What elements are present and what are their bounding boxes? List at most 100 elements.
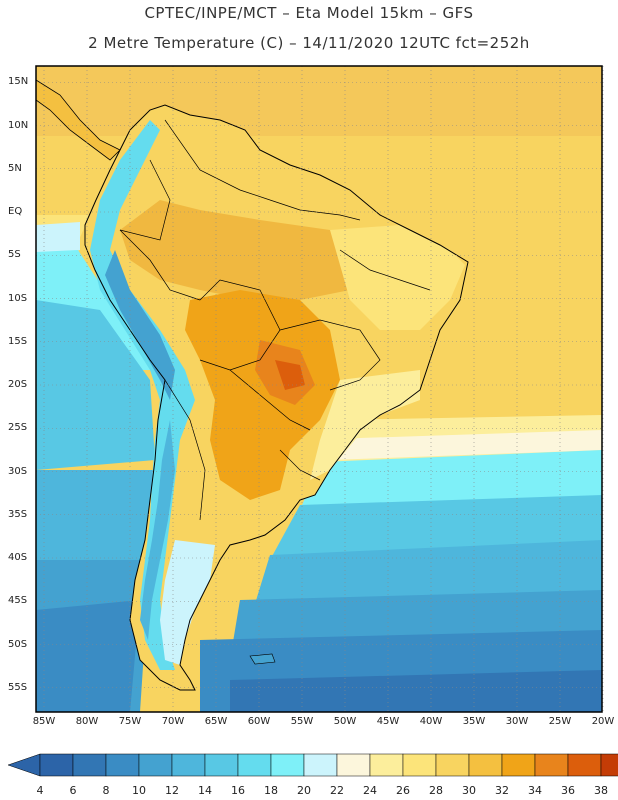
- lon-tick-label: 30W: [505, 716, 529, 727]
- colorbar-swatch: [534, 753, 569, 777]
- lon-tick-label: 70W: [161, 716, 185, 727]
- central-hot-region: [185, 290, 340, 500]
- patagonia: [160, 540, 215, 665]
- colorbar-label: 16: [231, 784, 245, 797]
- lon-tick-label: 65W: [204, 716, 228, 727]
- southern-andes-core: [140, 420, 175, 640]
- southeast-coast: [310, 370, 420, 480]
- lon-tick-label: 75W: [118, 716, 142, 727]
- lat-tick-label: 25S: [8, 422, 28, 434]
- colorbar-swatch: [270, 753, 305, 777]
- lat-tick-label: 15S: [8, 335, 28, 347]
- border-uruguay: [279, 449, 321, 481]
- colorbar-swatch: [468, 753, 503, 777]
- colorbar-swatch: [171, 753, 206, 777]
- colorbar-label: 20: [297, 784, 311, 797]
- pacific-band-12: [36, 470, 155, 560]
- pacific-band-14: [36, 300, 155, 470]
- pacific-band-20: [36, 222, 80, 258]
- colorbar-swatch: [39, 753, 74, 777]
- colorbar-label: 30: [462, 784, 476, 797]
- colorbar-swatch: [237, 753, 272, 777]
- amazon-region: [120, 200, 360, 300]
- atlantic-band-6: [230, 670, 602, 712]
- map-plot-area: [36, 66, 602, 712]
- colorbar-low-arrow: [7, 753, 41, 777]
- lon-tick-label: 50W: [333, 716, 357, 727]
- coastline: [84, 104, 469, 691]
- lat-tick-label: 30S: [8, 465, 28, 477]
- lon-tick-label: 85W: [32, 716, 56, 727]
- colorbar-swatch: [72, 753, 107, 777]
- lon-tick-label: 45W: [376, 716, 400, 727]
- lon-tick-label: 35W: [462, 716, 486, 727]
- lon-tick-label: 25W: [548, 716, 572, 727]
- central-america: [36, 79, 121, 161]
- colorbar-label: 28: [429, 784, 443, 797]
- temperature-map: [35, 65, 604, 713]
- country-borders: [119, 119, 431, 521]
- colorbar-label: 18: [264, 784, 278, 797]
- colorbar-label: 36: [561, 784, 575, 797]
- lat-tick-label: 45S: [8, 595, 28, 607]
- colorbar-swatch: [336, 753, 371, 777]
- colorbar-label: 14: [198, 784, 212, 797]
- colorbar-label: 26: [396, 784, 410, 797]
- lat-tick-label: 5S: [8, 249, 21, 261]
- lon-tick-label: 60W: [247, 716, 271, 727]
- title-line-2: 2 Metre Temperature (C) – 14/11/2020 12U…: [88, 34, 530, 52]
- lat-tick-label: 10N: [8, 119, 29, 131]
- pacific-band-8: [36, 600, 140, 712]
- lat-tick-label: EQ: [8, 206, 23, 217]
- lon-tick-label: 55W: [290, 716, 314, 727]
- border-peru: [119, 229, 201, 301]
- lat-tick-label: 35S: [8, 508, 28, 520]
- lat-tick-label: 10S: [8, 292, 28, 304]
- colorbar-label: 8: [102, 784, 110, 797]
- map-frame: [35, 65, 603, 713]
- colorbar-swatch: [138, 753, 173, 777]
- colorbar-swatch: [105, 753, 140, 777]
- lat-tick-label: 40S: [8, 552, 28, 563]
- colorbar-label: 12: [165, 784, 179, 797]
- colorbar-label: 6: [69, 784, 77, 797]
- border-venezuela: [164, 119, 271, 201]
- border-guianas: [269, 199, 361, 221]
- atlantic-band-22: [300, 430, 602, 460]
- colorbar-label: 10: [132, 784, 146, 797]
- border-brazil-states: [279, 319, 381, 391]
- lat-tick-label: 15N: [8, 76, 29, 88]
- northeast-brazil: [330, 225, 465, 330]
- andes-cold-core: [105, 250, 175, 400]
- colorbar-label: 22: [330, 784, 344, 797]
- colorbar: [7, 753, 618, 777]
- colorbar-swatch: [204, 753, 239, 777]
- caribbean-band: [36, 66, 602, 136]
- colorbar-label: 32: [495, 784, 509, 797]
- colorbar-swatch: [402, 753, 437, 777]
- border-colombia: [119, 159, 171, 241]
- border-paraguay: [229, 369, 311, 431]
- lat-tick-label: 55S: [8, 681, 28, 693]
- lon-tick-label: 20W: [591, 716, 615, 727]
- lon-tick-label: 40W: [419, 716, 443, 727]
- colorbar-swatch: [600, 753, 618, 777]
- lat-tick-label: 20S: [8, 379, 28, 390]
- colorbar-swatch: [501, 753, 536, 777]
- border-chile-argentina: [164, 379, 206, 521]
- colorbar-label: 24: [363, 784, 377, 797]
- title-line-1: CPTEC/INPE/MCT – Eta Model 15km – GFS: [144, 4, 474, 22]
- falkland-islands: [249, 653, 276, 665]
- colorbar-swatch: [369, 753, 404, 777]
- lon-tick-label: 80W: [75, 716, 99, 727]
- border-brazil-north: [339, 249, 431, 291]
- core-max-spot: [275, 360, 305, 390]
- colorbar-swatch: [435, 753, 470, 777]
- colorbar-label: 34: [528, 784, 542, 797]
- lat-tick-label: 5N: [8, 162, 22, 174]
- colorbar-label: 4: [36, 784, 44, 797]
- lat-tick-label: 50S: [8, 638, 28, 650]
- atlantic-band-18: [300, 450, 602, 510]
- colorbar-label: 38: [594, 784, 608, 797]
- colorbar-swatch: [303, 753, 338, 777]
